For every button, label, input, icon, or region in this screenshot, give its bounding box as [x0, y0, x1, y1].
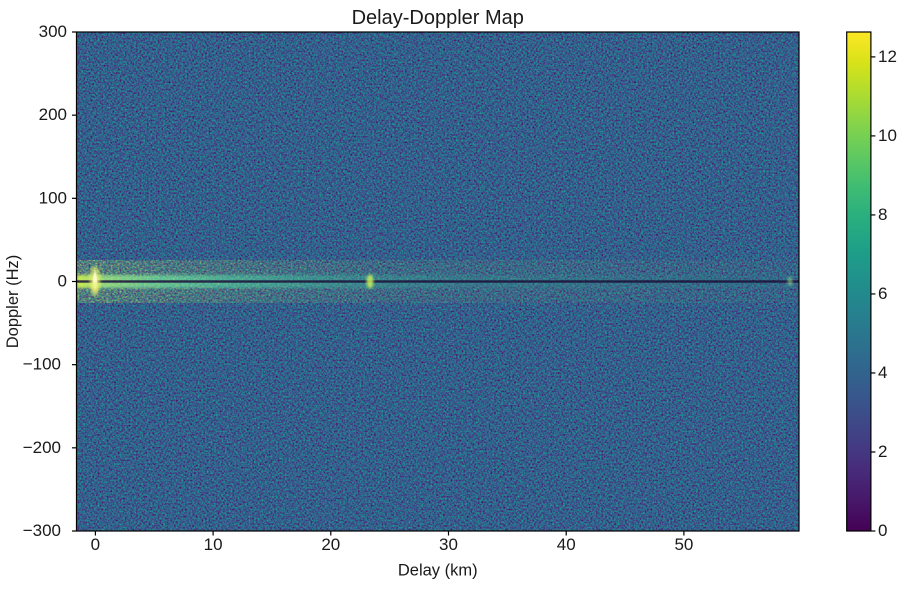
svg-text:2: 2	[878, 442, 887, 461]
svg-text:40: 40	[557, 535, 576, 554]
svg-text:Doppler (Hz): Doppler (Hz)	[4, 255, 22, 349]
svg-text:Delay (km): Delay (km)	[398, 562, 478, 580]
svg-text:−300: −300	[23, 521, 61, 540]
svg-text:0: 0	[91, 535, 100, 554]
svg-text:30: 30	[439, 535, 458, 554]
svg-text:6: 6	[878, 284, 887, 303]
svg-text:200: 200	[39, 105, 67, 124]
svg-text:300: 300	[39, 22, 67, 41]
svg-text:−100: −100	[23, 355, 61, 374]
svg-text:12: 12	[878, 47, 897, 66]
svg-text:10: 10	[878, 126, 897, 145]
svg-text:100: 100	[39, 188, 67, 207]
svg-text:−200: −200	[23, 438, 61, 457]
svg-text:10: 10	[204, 535, 223, 554]
svg-text:0: 0	[58, 272, 67, 291]
svg-text:8: 8	[878, 205, 887, 224]
svg-text:50: 50	[674, 535, 693, 554]
svg-text:4: 4	[878, 363, 887, 382]
svg-text:0: 0	[878, 521, 887, 540]
svg-text:20: 20	[321, 535, 340, 554]
